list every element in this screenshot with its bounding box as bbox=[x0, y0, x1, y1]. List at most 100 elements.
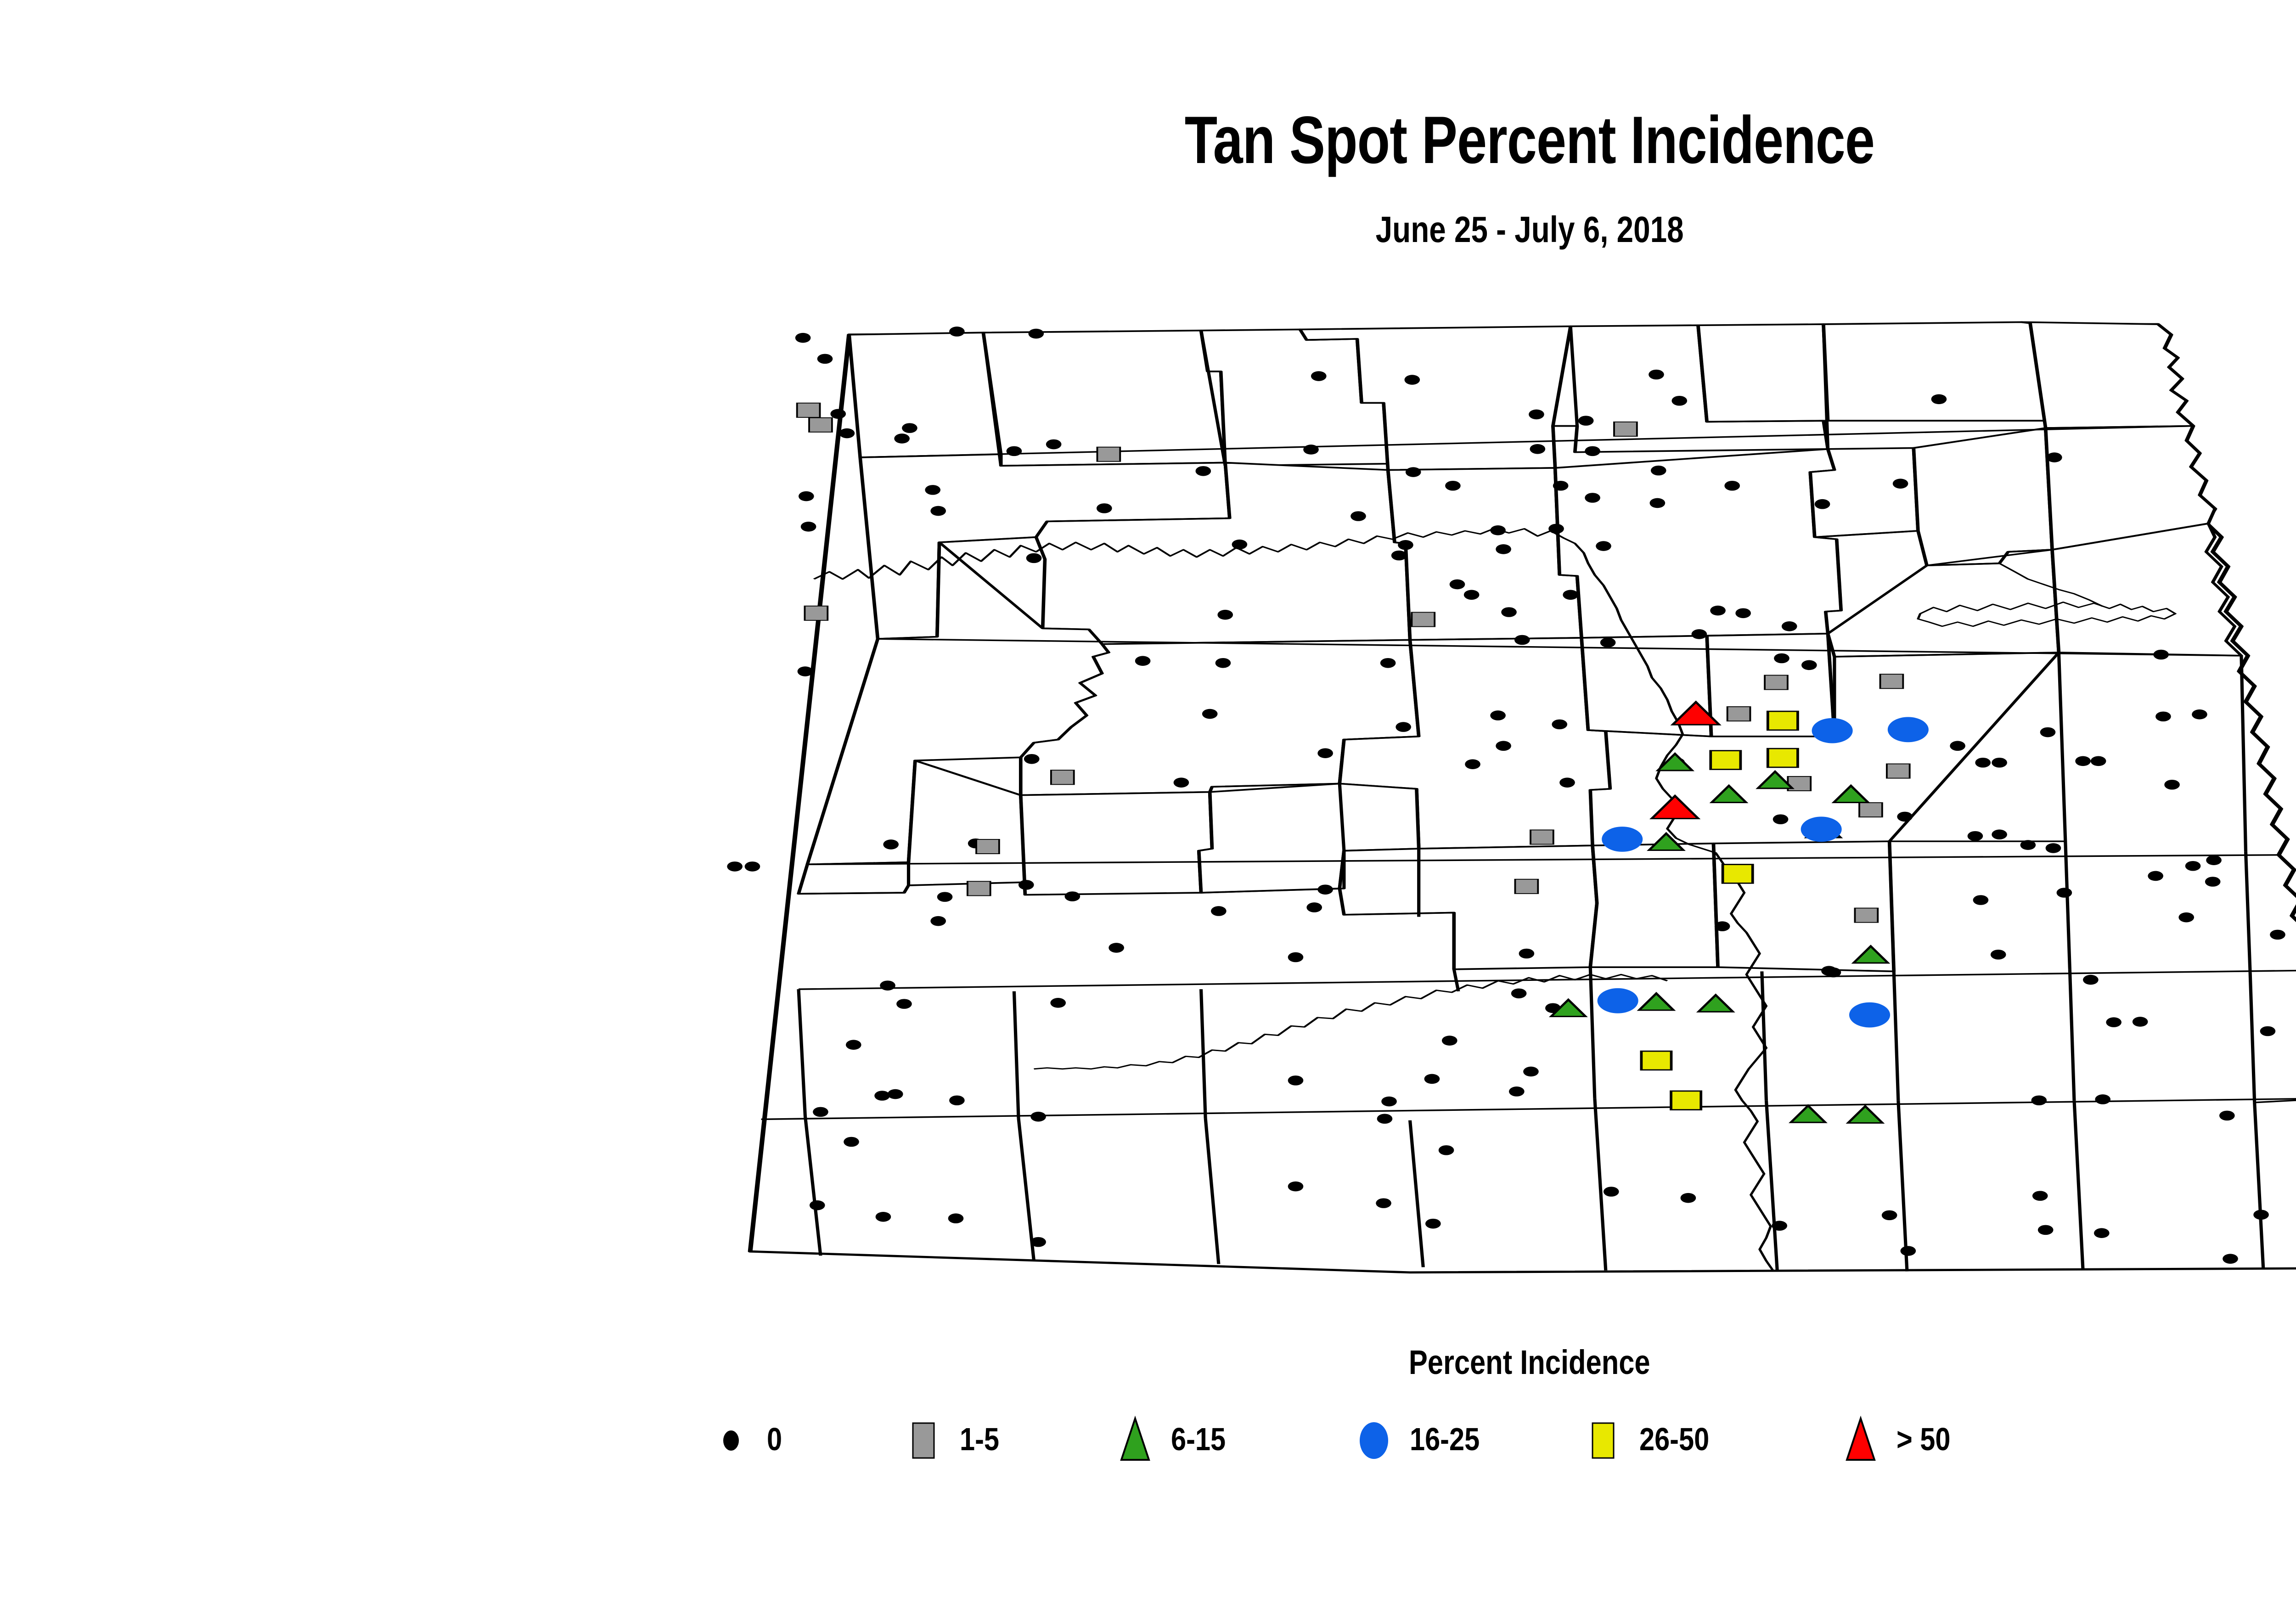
map-marker-50 bbox=[1670, 700, 1722, 726]
legend-label: > 50 bbox=[1896, 1423, 1960, 1455]
gray-square-icon-glyph bbox=[912, 1422, 935, 1459]
page-subtitle: June 25 - July 6, 2018 bbox=[0, 211, 2296, 248]
north-dakota-map bbox=[684, 317, 2296, 1277]
map-marker-0 bbox=[1046, 439, 1062, 450]
map-marker-26-50 bbox=[1670, 1090, 1703, 1111]
map-marker-0 bbox=[1232, 539, 1248, 550]
map-marker-6-15 bbox=[1655, 752, 1695, 771]
legend-label-text: 26-50 bbox=[1639, 1421, 1710, 1457]
map-marker-0 bbox=[1578, 416, 1594, 426]
missouri-river bbox=[1646, 666, 1774, 1271]
map-marker-1-5 bbox=[1764, 675, 1789, 690]
map-marker-0 bbox=[1195, 466, 1211, 476]
legend-label: 6-15 bbox=[1171, 1423, 1235, 1455]
map-marker-0 bbox=[874, 1091, 890, 1101]
map-marker-0 bbox=[839, 428, 855, 439]
map-marker-0 bbox=[1288, 952, 1304, 963]
map-marker-0 bbox=[925, 485, 941, 495]
legend-label-text: > 50 bbox=[1896, 1421, 1951, 1457]
devils-lake bbox=[1917, 602, 2177, 627]
legend-label: 1-5 bbox=[960, 1423, 1006, 1455]
map-marker-0 bbox=[1603, 1187, 1619, 1197]
map-marker-0 bbox=[1490, 525, 1506, 535]
dot-icon bbox=[707, 1403, 767, 1476]
map-marker-0 bbox=[1396, 722, 1411, 732]
legend-label-text: 6-15 bbox=[1171, 1421, 1226, 1457]
map-marker-16-25 bbox=[1812, 718, 1853, 743]
gray-square-icon bbox=[900, 1403, 960, 1476]
map-marker-0 bbox=[1596, 541, 1611, 551]
map-marker-0 bbox=[2045, 843, 2061, 853]
map-marker-0 bbox=[1311, 371, 1327, 381]
map-marker-1-5 bbox=[1885, 763, 1911, 779]
map-marker-0 bbox=[1211, 906, 1227, 916]
map-marker-0 bbox=[1559, 777, 1575, 788]
map-marker-1-5 bbox=[1411, 612, 1436, 627]
map-marker-6-15 bbox=[1637, 991, 1676, 1011]
map-marker-0 bbox=[887, 1089, 903, 1099]
map-marker-1-5 bbox=[1613, 421, 1638, 437]
map-marker-0 bbox=[875, 1212, 891, 1222]
map-marker-0 bbox=[1449, 579, 1465, 590]
map-marker-0 bbox=[1801, 660, 1817, 670]
map-marker-0 bbox=[1821, 966, 1837, 976]
legend-label: 16-25 bbox=[1410, 1423, 1492, 1455]
map-marker-0 bbox=[1064, 891, 1080, 901]
map-marker-0 bbox=[744, 861, 760, 872]
map-marker-6-15 bbox=[1696, 993, 1735, 1013]
map-marker-0 bbox=[1376, 1198, 1391, 1208]
map-marker-0 bbox=[1881, 1210, 1897, 1221]
map-marker-0 bbox=[1600, 637, 1616, 648]
map-marker-0 bbox=[1710, 605, 1726, 616]
map-marker-0 bbox=[1735, 608, 1751, 619]
map-marker-1-5 bbox=[1530, 829, 1554, 845]
map-marker-1-5 bbox=[1096, 446, 1121, 462]
map-marker-0 bbox=[799, 491, 814, 501]
map-marker-0 bbox=[1552, 719, 1568, 730]
map-marker-0 bbox=[1441, 1036, 1458, 1046]
map-marker-50 bbox=[1649, 794, 1701, 820]
map-marker-0 bbox=[1202, 709, 1218, 719]
map-marker-6-15 bbox=[1851, 945, 1891, 964]
map-marker-0 bbox=[2040, 727, 2056, 737]
map-marker-0 bbox=[2153, 649, 2169, 660]
map-marker-0 bbox=[1973, 895, 1989, 905]
blue-circle-icon-glyph bbox=[1360, 1422, 1388, 1459]
map-marker-0 bbox=[1585, 493, 1600, 503]
map-marker-0 bbox=[1404, 375, 1420, 385]
map-marker-0 bbox=[1425, 1218, 1441, 1229]
map-marker-0 bbox=[1773, 814, 1789, 824]
map-marker-0 bbox=[2164, 779, 2180, 790]
map-marker-0 bbox=[1714, 921, 1730, 931]
map-marker-1-5 bbox=[804, 605, 829, 621]
map-marker-26-50 bbox=[1640, 1050, 1673, 1071]
map-marker-0 bbox=[1288, 1075, 1304, 1086]
map-marker-0 bbox=[1892, 478, 1908, 489]
map-marker-0 bbox=[2223, 1254, 2238, 1264]
map-marker-0 bbox=[795, 332, 811, 343]
map-marker-0 bbox=[1649, 369, 1664, 380]
map-marker-0 bbox=[2206, 855, 2222, 865]
map-marker-0 bbox=[1680, 1193, 1696, 1203]
map-marker-0 bbox=[1288, 1181, 1304, 1192]
map-marker-16-25 bbox=[1887, 717, 1929, 743]
map-marker-0 bbox=[1303, 445, 1319, 455]
map-marker-1-5 bbox=[796, 402, 821, 418]
map-marker-0 bbox=[2178, 912, 2195, 923]
map-marker-0 bbox=[896, 999, 912, 1009]
dot-icon-glyph bbox=[723, 1430, 739, 1451]
map-svg bbox=[727, 321, 2296, 1274]
map-marker-0 bbox=[2056, 888, 2072, 898]
map-marker-0 bbox=[1391, 550, 1407, 561]
map-marker-0 bbox=[1024, 754, 1040, 764]
map-marker-0 bbox=[1514, 635, 1530, 645]
map-marker-0 bbox=[1377, 1114, 1393, 1124]
sheyenne-river bbox=[1998, 563, 2104, 607]
map-marker-0 bbox=[1490, 710, 1506, 721]
legend-title-text: Percent Incidence bbox=[1409, 1343, 1650, 1381]
map-marker-0 bbox=[1109, 943, 1124, 953]
map-marker-0 bbox=[2205, 877, 2221, 887]
map-marker-0 bbox=[1671, 395, 1688, 406]
map-marker-6-15 bbox=[1647, 832, 1686, 851]
